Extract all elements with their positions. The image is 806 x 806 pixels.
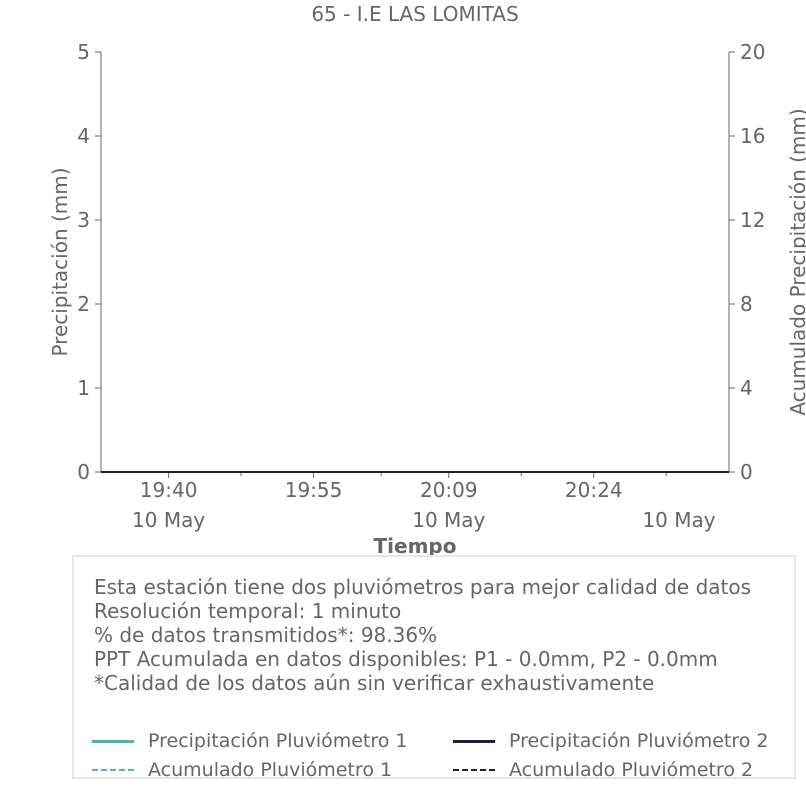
legend-swatch-accum-p1 [92,769,134,771]
y-axis-title: Precipitación (mm) [48,167,72,356]
y-tick-label: 1 [77,376,90,400]
legend-swatch-accum-p2 [453,769,495,771]
y-tick-label: 0 [77,460,90,484]
y-tick-label: 3 [77,208,90,232]
info-line-quality-note: *Calidad de los datos aún sin verificar … [94,671,655,695]
legend-item-precip-p2: Precipitación Pluviómetro 2 [453,729,769,753]
legend-item-accum-p1: Acumulado Pluviómetro 1 [92,758,392,782]
legend-item-precip-p1: Precipitación Pluviómetro 1 [92,729,408,753]
info-lines: Esta estación tiene dos pluviómetros par… [94,575,751,695]
info-line-accumulated: PPT Acumulada en datos disponibles: P1 -… [94,647,718,671]
x-tick-label: 19:55 [285,478,343,502]
y2-tick-label: 12 [740,208,765,232]
legend-swatch-precip-p2 [453,739,495,743]
y2-tick-label: 20 [740,40,765,64]
info-line-resolution: Resolución temporal: 1 minuto [94,599,402,623]
info-line-dual-gauge: Esta estación tiene dos pluviómetros par… [94,575,752,599]
x-tick-label: 20:09 [420,478,478,502]
x-date-label: 10 May [642,508,715,532]
y2-axis-title: Acumulado Precipitación (mm) [786,108,806,415]
legend-label-precip-p2: Precipitación Pluviómetro 2 [509,730,769,752]
y2-tick-label: 16 [740,124,765,148]
y2-tick-label: 4 [740,376,753,400]
y-tick-label: 5 [77,40,90,64]
info-box: Esta estación tiene dos pluviómetros par… [72,555,796,782]
info-line-transmitted: % de datos transmitidos*: 98.36% [94,623,438,647]
y-tick-label: 2 [77,292,90,316]
x-tick-label: 19:40 [140,478,198,502]
x-tick-label: 20:24 [565,478,623,502]
chart-title: 65 - I.E LAS LOMITAS [311,2,518,26]
x-date-label: 10 May [412,508,485,532]
y2-tick-label: 8 [740,292,753,316]
legend-swatch-precip-p1 [92,739,134,743]
legend-label-accum-p2: Acumulado Pluviómetro 2 [509,759,754,781]
legend-label-precip-p1: Precipitación Pluviómetro 1 [148,730,408,752]
precipitation-chart: 65 - I.E LAS LOMITAS 01234504812162019:4… [48,2,806,558]
y2-tick-label: 0 [740,460,753,484]
x-date-label: 10 May [132,508,205,532]
y-tick-label: 4 [77,124,90,148]
legend-label-accum-p1: Acumulado Pluviómetro 1 [148,759,393,781]
x-axis-title: Tiempo [374,534,457,558]
legend-item-accum-p2: Acumulado Pluviómetro 2 [453,758,753,782]
